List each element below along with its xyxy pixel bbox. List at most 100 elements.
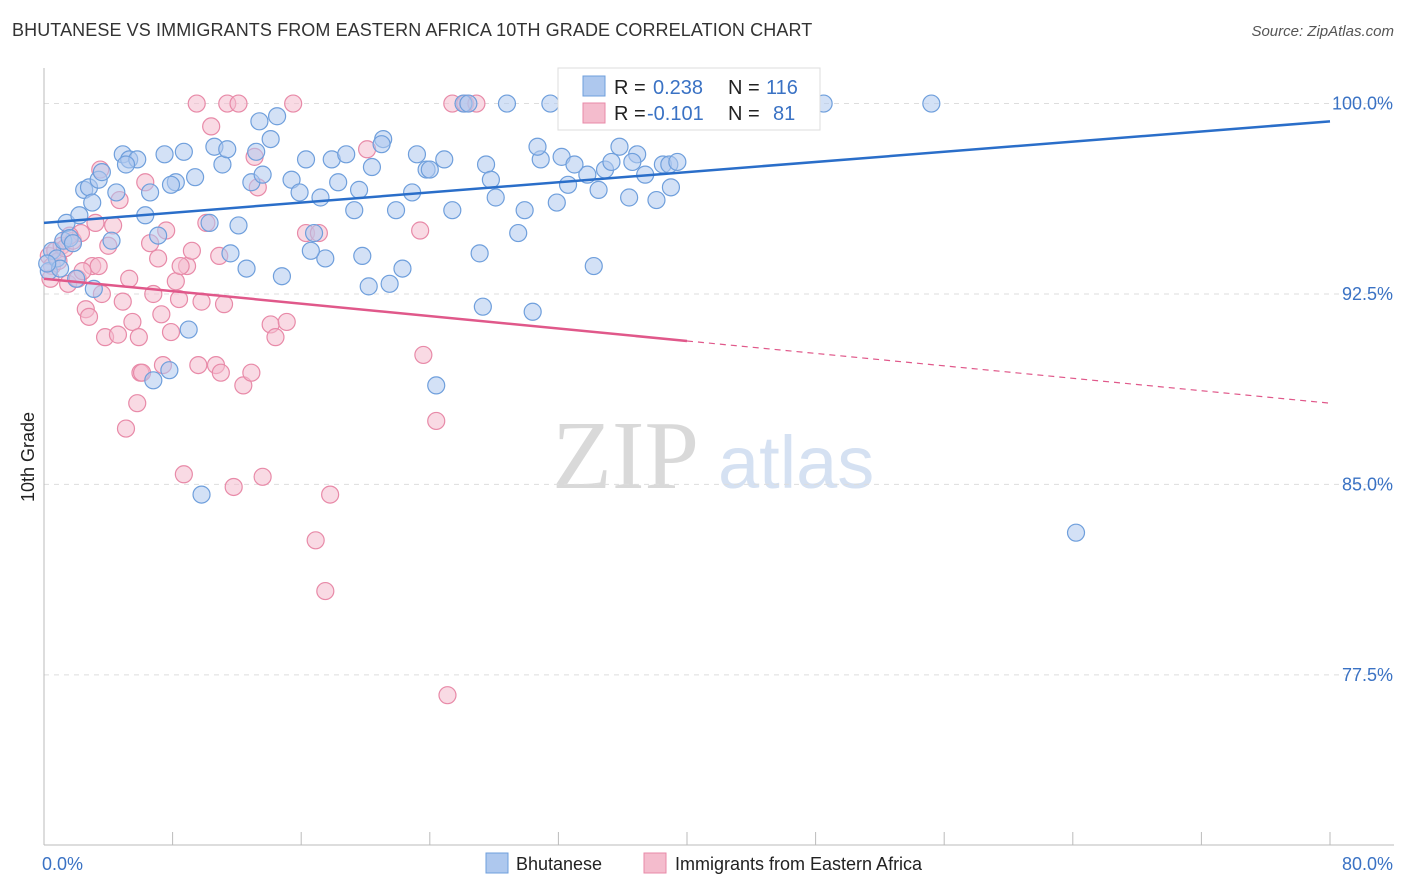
pink-point-29 xyxy=(149,249,168,268)
blue-point-64 xyxy=(435,150,454,169)
pink-point-60 xyxy=(427,411,446,431)
pink-point-20 xyxy=(113,292,132,311)
y-tick-label-2: 85.0% xyxy=(1342,474,1393,494)
blue-point-84 xyxy=(589,180,608,199)
blue-point-21 xyxy=(144,371,163,390)
blue-point-61 xyxy=(407,145,427,164)
blue-point-35 xyxy=(237,259,256,278)
pink-point-78 xyxy=(214,295,234,314)
blue-point-65 xyxy=(443,201,462,220)
blue-point-13 xyxy=(92,163,111,182)
legend-n-label-blue: N = xyxy=(728,77,760,99)
legend: R = 0.238 N = 116 R = -0.101 N = 81 xyxy=(557,67,821,131)
blue-point-71 xyxy=(486,188,505,207)
blue-point-39 xyxy=(261,129,280,149)
x-tick-label-left: 0.0% xyxy=(42,854,83,874)
blue-point-87 xyxy=(610,137,629,156)
legend-swatch-blue xyxy=(582,75,606,97)
blue-point-67 xyxy=(459,94,478,113)
legend-r-label-pink: R = xyxy=(614,103,646,125)
bottom-legend-label-blue: Bhutanese xyxy=(516,854,602,874)
blue-point-40 xyxy=(267,107,287,126)
bottom-legend-swatch-blue xyxy=(485,852,509,874)
blue-point-52 xyxy=(349,180,369,199)
pink-point-75 xyxy=(129,328,148,347)
pink-point-45 xyxy=(224,477,243,497)
legend-r-value-pink: -0.101 xyxy=(647,103,704,125)
blue-point-72 xyxy=(497,94,517,113)
blue-point-11 xyxy=(83,193,102,212)
pink-point-72 xyxy=(284,94,303,113)
trend-lines xyxy=(43,120,1331,404)
blue-point-33 xyxy=(221,244,240,263)
blue-point-22 xyxy=(149,226,168,245)
blue-point-43 xyxy=(290,183,309,202)
blue-point-115 xyxy=(661,178,681,197)
pink-point-35 xyxy=(174,465,193,484)
pink-point-22 xyxy=(120,269,139,288)
blue-point-102 xyxy=(63,234,83,253)
pink-point-19 xyxy=(108,325,128,344)
pink-point-59 xyxy=(414,345,433,365)
legend-r-label-blue: R = xyxy=(614,77,646,99)
chart-title: BHUTANESE VS IMMIGRANTS FROM EASTERN AFR… xyxy=(12,20,813,40)
blue-point-100 xyxy=(1066,523,1086,542)
blue-point-28 xyxy=(186,168,205,187)
blue-point-88 xyxy=(620,188,639,207)
blue-point-44 xyxy=(296,150,316,169)
pink-point-41 xyxy=(202,117,221,136)
blue-point-114 xyxy=(623,152,642,172)
blue-point-69 xyxy=(476,155,496,174)
blue-point-68 xyxy=(470,244,489,263)
pink-point-56 xyxy=(321,485,340,504)
pink-point-51 xyxy=(266,328,285,347)
blue-point-34 xyxy=(229,216,248,235)
trend-line-blue xyxy=(43,120,1331,225)
blue-points xyxy=(38,94,1086,542)
blue-point-111 xyxy=(473,297,492,316)
blue-point-106 xyxy=(218,140,237,159)
blue-point-73 xyxy=(509,223,528,243)
legend-n-value-pink: 81 xyxy=(773,103,795,125)
chart-source: Source: ZipAtlas.com xyxy=(1251,23,1394,40)
y-tick-label-1: 92.5% xyxy=(1342,284,1393,304)
pink-point-68 xyxy=(171,256,190,276)
blue-point-46 xyxy=(311,188,330,207)
legend-swatch-pink xyxy=(582,102,606,124)
pink-point-43 xyxy=(211,363,230,382)
legend-r-value-blue: 0.238 xyxy=(653,77,703,99)
pink-point-18 xyxy=(104,216,123,235)
y-axis-label: 10th Grade xyxy=(18,412,38,502)
pink-point-33 xyxy=(166,272,185,291)
pink-point-24 xyxy=(128,394,147,413)
blue-point-38 xyxy=(253,165,272,184)
blue-point-32 xyxy=(213,155,232,174)
x-ticks xyxy=(172,832,1331,845)
y-tick-label-3: 77.5% xyxy=(1342,665,1393,685)
blue-point-55 xyxy=(362,157,382,177)
blue-point-58 xyxy=(386,201,406,220)
trend-line-pink-solid xyxy=(43,277,688,343)
pink-point-52 xyxy=(277,312,296,332)
blue-point-110 xyxy=(420,160,439,179)
blue-point-108 xyxy=(301,241,320,260)
blue-point-54 xyxy=(359,277,378,296)
blue-point-105 xyxy=(161,175,181,194)
blue-point-83 xyxy=(584,256,603,276)
blue-point-37 xyxy=(247,142,266,161)
blue-point-23 xyxy=(155,145,174,164)
blue-point-41 xyxy=(272,267,292,286)
blue-point-53 xyxy=(353,246,372,266)
blue-point-57 xyxy=(380,274,399,293)
pink-point-37 xyxy=(182,241,201,260)
y-tick-labels: 100.0% 92.5% 85.0% 77.5% xyxy=(1332,94,1393,685)
pink-point-49 xyxy=(253,467,272,486)
pink-point-11 xyxy=(79,307,99,326)
pink-point-47 xyxy=(242,363,261,382)
pink-point-61 xyxy=(438,686,457,705)
blue-point-14 xyxy=(102,231,121,250)
blue-point-15 xyxy=(107,183,126,202)
blue-point-24 xyxy=(160,361,179,380)
pink-point-14 xyxy=(89,256,108,276)
